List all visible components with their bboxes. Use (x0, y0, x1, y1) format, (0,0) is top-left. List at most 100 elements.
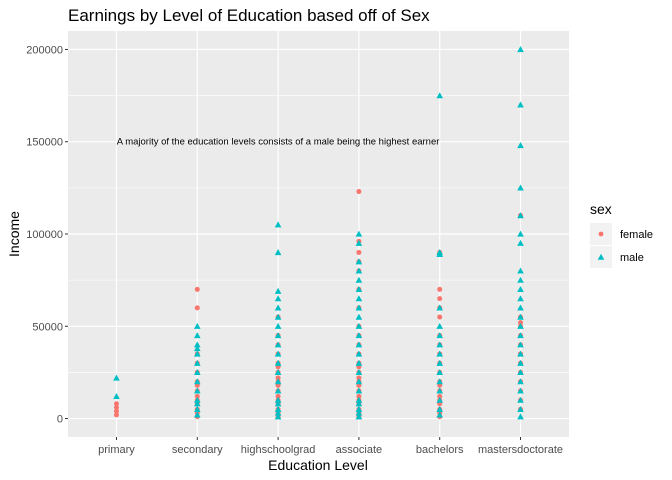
data-point-female (194, 305, 200, 311)
data-point-male (193, 341, 201, 348)
data-point-female (437, 286, 443, 292)
data-point-male (113, 374, 120, 381)
x-axis-title: Education Level (268, 457, 368, 473)
data-point-male (274, 287, 282, 294)
data-point-male (517, 46, 524, 53)
data-point-male (436, 411, 444, 418)
data-point-male (517, 396, 524, 403)
data-point-male (436, 304, 444, 311)
data-point-male (355, 359, 363, 366)
data-point-male (355, 413, 363, 420)
data-point-male (193, 411, 201, 418)
x-axis-ticks: primary secondary highschoolgrad associate b… (98, 437, 563, 456)
data-point-male (436, 249, 444, 256)
data-point-male (274, 409, 282, 416)
data-point-male (274, 313, 282, 320)
data-point-male (436, 405, 444, 412)
data-point-female (194, 286, 200, 292)
data-point-female (437, 393, 443, 399)
data-point-male (355, 258, 363, 265)
data-point-male (517, 387, 524, 394)
data-point-female (113, 412, 119, 418)
data-point-male (355, 409, 363, 416)
legend-marker-male (597, 253, 605, 260)
data-point-male (355, 230, 363, 237)
data-point-male (193, 405, 201, 412)
data-point-male (517, 369, 524, 376)
data-point-male (355, 322, 363, 329)
y-tick-label: 100000 (26, 229, 63, 241)
data-point-male (355, 313, 363, 320)
data-point-female (356, 375, 362, 381)
data-point-female (194, 393, 200, 399)
data-point-male (517, 239, 524, 246)
data-point-male (193, 332, 201, 339)
legend-label-female: female (620, 229, 653, 241)
data-point-male (355, 378, 363, 385)
data-point-male (274, 387, 282, 394)
data-point-female (356, 189, 362, 195)
data-point-male (193, 378, 201, 385)
data-point-male (193, 396, 201, 403)
data-point-female (518, 320, 524, 326)
data-point-male (193, 359, 201, 366)
legend-title: sex (590, 201, 612, 217)
data-point-male (355, 285, 363, 293)
data-point-male (274, 221, 282, 228)
data-point-male (193, 350, 201, 357)
y-tick-label: 200000 (26, 44, 63, 56)
data-point-male (517, 378, 524, 385)
data-point-male (517, 142, 524, 149)
data-point-male (274, 413, 282, 420)
data-point-male (355, 400, 363, 407)
data-point-male (355, 341, 363, 348)
data-point-male (274, 369, 282, 376)
y-tick-label: 150000 (26, 137, 63, 149)
data-point-male (436, 378, 444, 385)
x-tick-label: bachelors (416, 444, 464, 456)
data-point-male (355, 295, 363, 302)
data-point-male (517, 350, 524, 357)
data-point-male (274, 396, 282, 403)
legend: sex female male (590, 201, 653, 268)
data-point-male (355, 304, 363, 311)
data-point-male (436, 332, 444, 339)
data-point-male (517, 230, 524, 237)
y-tick-label: 0 (57, 414, 63, 426)
data-point-male (436, 350, 444, 357)
data-point-male (517, 304, 524, 311)
y-tick-label: 50000 (32, 321, 63, 333)
data-point-male (436, 369, 444, 376)
data-point-male (274, 332, 282, 339)
data-point-female (275, 393, 281, 399)
data-point-male (193, 345, 201, 352)
data-point-male (436, 92, 444, 99)
data-point-male (274, 359, 282, 366)
data-point-male (274, 405, 282, 412)
data-point-female (275, 375, 281, 381)
data-point-male (274, 295, 282, 302)
data-point-male (517, 267, 524, 274)
data-point-male (436, 322, 444, 329)
chart-annotation: A majority of the education levels consi… (117, 137, 440, 148)
data-point-male (355, 369, 363, 376)
data-point-male (436, 341, 444, 348)
data-point-male (355, 239, 363, 246)
x-tick-label: mastersdoctorate (478, 444, 563, 456)
data-point-male (355, 387, 363, 394)
data-point-male (517, 276, 524, 283)
data-point-male (517, 322, 524, 329)
data-point-male (517, 285, 524, 293)
data-point-male (517, 313, 524, 320)
data-point-male (517, 413, 524, 420)
data-point-male (517, 212, 524, 219)
x-tick-label: associate (336, 444, 382, 456)
data-point-male (274, 350, 282, 357)
data-point-male (517, 101, 524, 108)
chart-title: Earnings by Level of Education based off… (68, 6, 430, 25)
legend-marker-female (598, 231, 604, 237)
data-point-male (355, 276, 363, 283)
data-point-male (274, 249, 282, 256)
data-point-male (355, 332, 363, 339)
data-point-male (517, 405, 524, 412)
